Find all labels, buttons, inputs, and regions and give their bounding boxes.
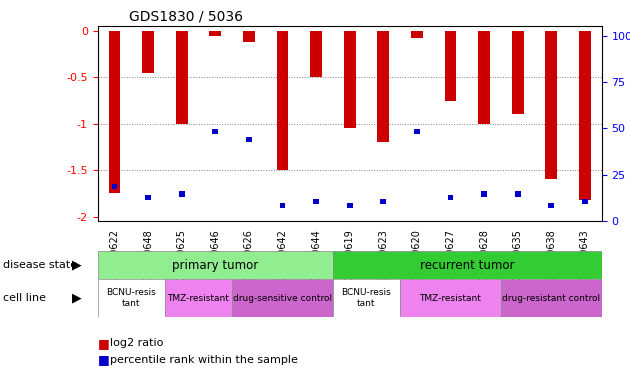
- Text: ▶: ▶: [72, 259, 82, 272]
- Bar: [447, 195, 454, 200]
- Text: ■: ■: [98, 337, 110, 350]
- Text: TMZ-resistant: TMZ-resistant: [168, 294, 229, 303]
- Text: drug-resistant control: drug-resistant control: [502, 294, 600, 303]
- Text: disease state: disease state: [3, 260, 77, 270]
- Bar: [414, 129, 420, 134]
- Bar: [381, 199, 386, 204]
- Bar: [142, 31, 154, 73]
- Bar: [377, 31, 389, 142]
- Bar: [445, 31, 456, 100]
- Bar: [246, 137, 252, 142]
- Text: ■: ■: [98, 354, 110, 366]
- Bar: [277, 31, 289, 170]
- Text: ▶: ▶: [72, 292, 82, 304]
- Text: recurrent tumor: recurrent tumor: [420, 259, 515, 272]
- Bar: [512, 31, 524, 114]
- Bar: [243, 31, 255, 42]
- Bar: [232, 279, 333, 317]
- Bar: [481, 191, 487, 196]
- Bar: [112, 184, 117, 189]
- Bar: [98, 279, 165, 317]
- Bar: [212, 129, 218, 134]
- Bar: [478, 31, 490, 124]
- Bar: [346, 203, 353, 208]
- Bar: [209, 31, 221, 36]
- Text: drug-sensitive control: drug-sensitive control: [233, 294, 332, 303]
- Bar: [176, 31, 188, 124]
- Text: BCNU-resis
tant: BCNU-resis tant: [341, 288, 391, 308]
- Bar: [333, 251, 602, 279]
- Text: GDS1830 / 5036: GDS1830 / 5036: [129, 9, 243, 23]
- Bar: [344, 31, 355, 128]
- Bar: [411, 31, 423, 38]
- Bar: [179, 191, 185, 196]
- Bar: [108, 31, 120, 194]
- Bar: [515, 191, 520, 196]
- Text: cell line: cell line: [3, 293, 46, 303]
- Bar: [280, 203, 285, 208]
- Text: percentile rank within the sample: percentile rank within the sample: [110, 355, 298, 365]
- Bar: [98, 251, 333, 279]
- Bar: [546, 31, 557, 180]
- Text: primary tumor: primary tumor: [172, 259, 258, 272]
- Text: log2 ratio: log2 ratio: [110, 338, 164, 348]
- Bar: [310, 31, 322, 77]
- Bar: [145, 195, 151, 200]
- Bar: [501, 279, 602, 317]
- Bar: [313, 199, 319, 204]
- Bar: [582, 199, 588, 204]
- Bar: [400, 279, 501, 317]
- Bar: [579, 31, 591, 200]
- Text: BCNU-resis
tant: BCNU-resis tant: [106, 288, 156, 308]
- Text: TMZ-resistant: TMZ-resistant: [420, 294, 481, 303]
- Bar: [165, 279, 232, 317]
- Bar: [333, 279, 400, 317]
- Bar: [548, 203, 554, 208]
